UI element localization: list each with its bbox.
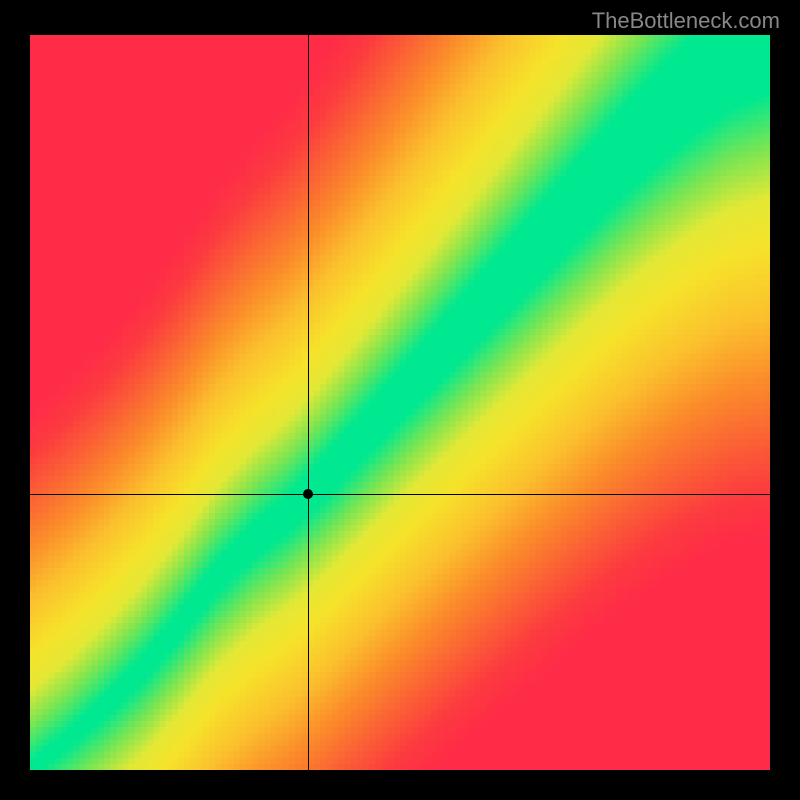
watermark-text: TheBottleneck.com — [592, 8, 780, 34]
crosshair-horizontal — [30, 494, 770, 495]
heatmap-canvas — [30, 35, 770, 770]
heatmap-plot — [30, 35, 770, 770]
crosshair-vertical — [308, 35, 309, 770]
marker-dot — [303, 489, 313, 499]
